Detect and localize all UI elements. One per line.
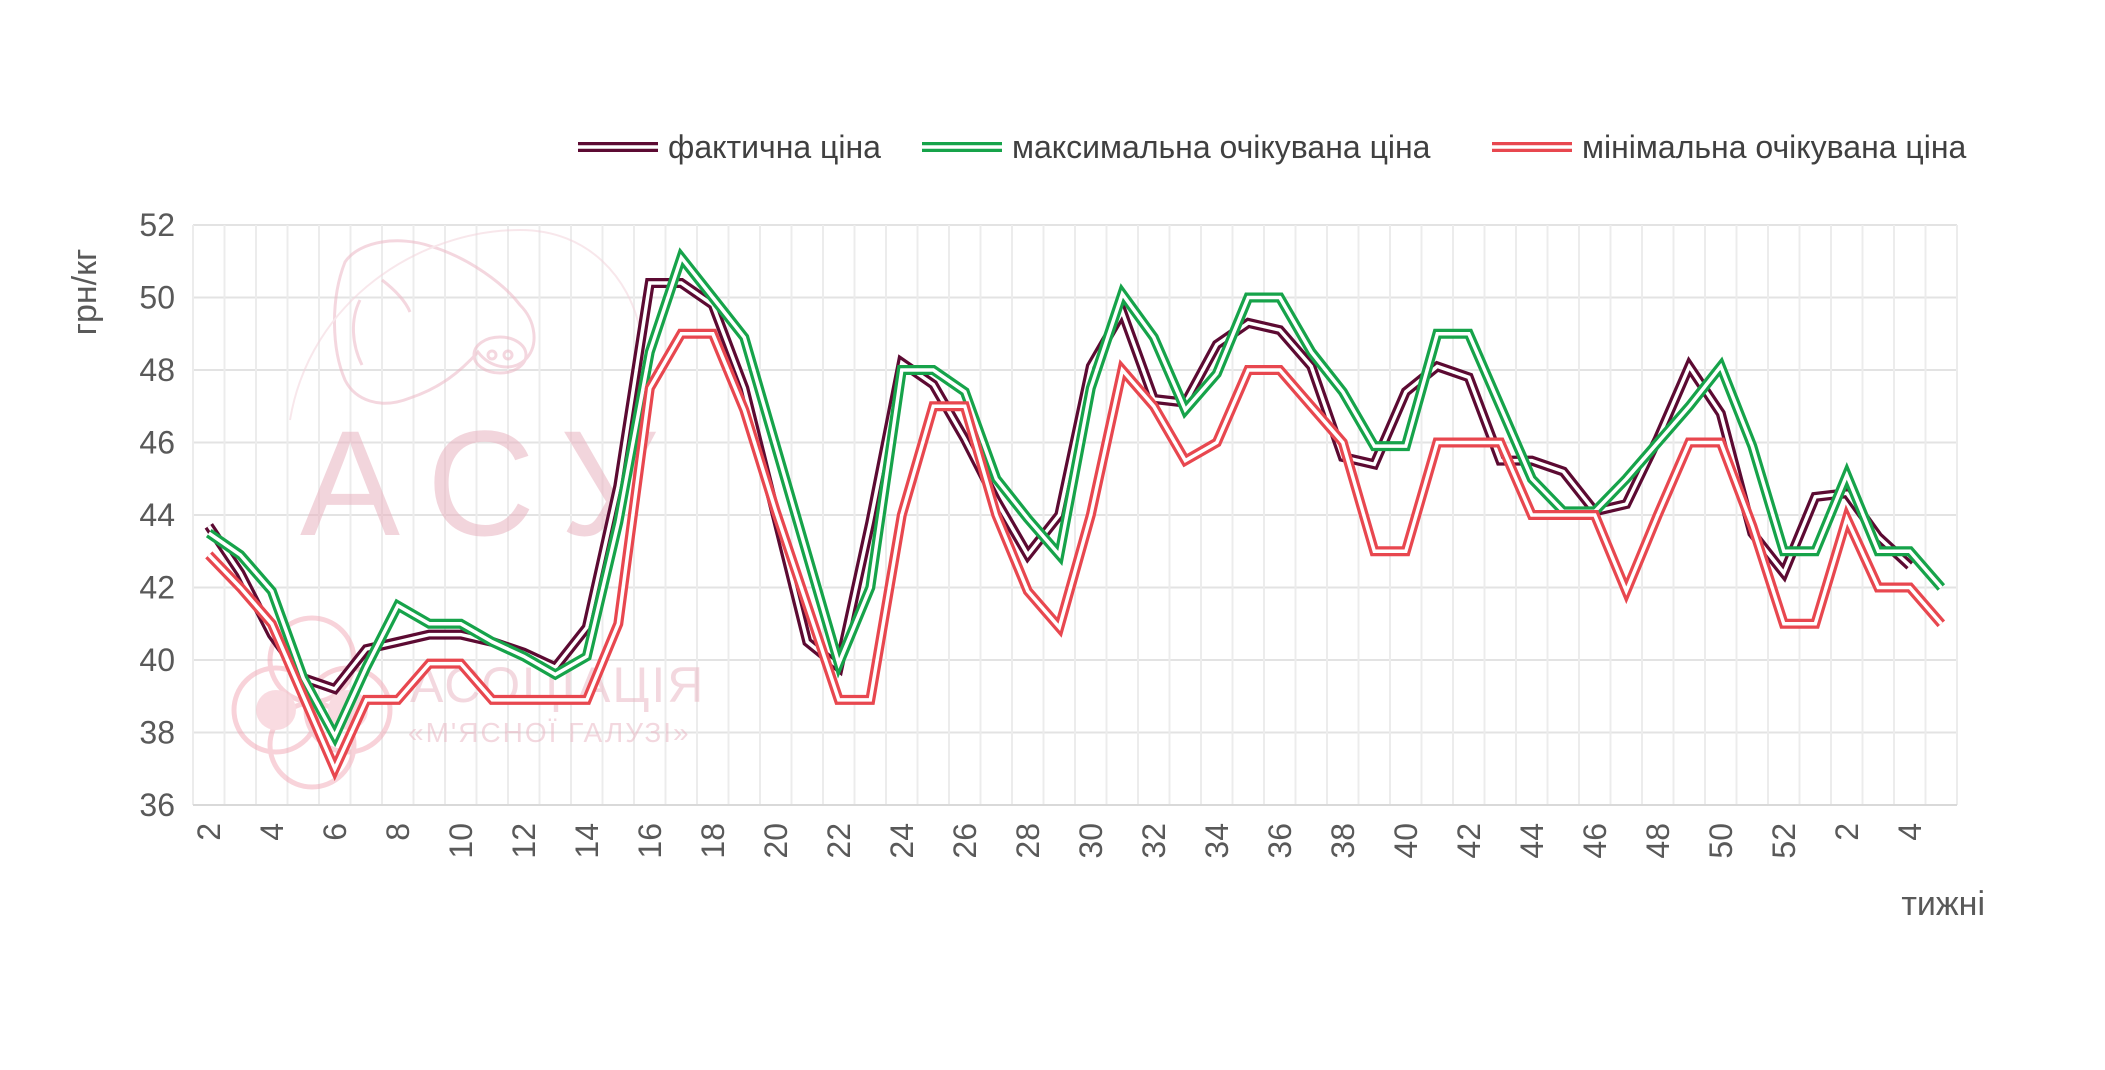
x-tick-label: 24 bbox=[884, 823, 920, 859]
y-axis-title: грн/кг bbox=[66, 249, 104, 336]
x-tick-label: 14 bbox=[569, 823, 605, 859]
y-tick-label: 46 bbox=[139, 425, 175, 461]
y-tick-label: 52 bbox=[139, 207, 175, 243]
x-tick-label: 42 bbox=[1451, 823, 1487, 859]
x-tick-label: 4 bbox=[1892, 823, 1928, 841]
x-tick-label: 52 bbox=[1766, 823, 1802, 859]
y-tick-labels: 36 38 40 42 44 46 48 50 52 bbox=[139, 207, 175, 823]
y-tick-label: 38 bbox=[139, 715, 175, 751]
series-3-line bbox=[205, 328, 1946, 782]
x-tick-label: 40 bbox=[1388, 823, 1424, 859]
x-tick-label: 10 bbox=[443, 823, 479, 859]
x-tick-label: 44 bbox=[1514, 823, 1550, 859]
x-tick-label: 20 bbox=[758, 823, 794, 859]
x-tick-label: 26 bbox=[947, 823, 983, 859]
series-layer bbox=[204, 247, 1946, 782]
legend: фактична ціна максимальна очікувана ціна м… bbox=[578, 129, 1967, 165]
x-tick-label: 36 bbox=[1262, 823, 1298, 859]
x-tick-label: 2 bbox=[1829, 823, 1865, 841]
x-tick-label: 22 bbox=[821, 823, 857, 859]
x-tick-label: 6 bbox=[317, 823, 353, 841]
legend-item-1: фактична ціна bbox=[578, 129, 881, 165]
series-line-inner bbox=[207, 253, 1943, 741]
x-tick-label: 30 bbox=[1073, 823, 1109, 859]
y-tick-label: 50 bbox=[139, 280, 175, 316]
legend-label: мінімальна очікувана ціна bbox=[1582, 129, 1967, 165]
x-tick-label: 28 bbox=[1010, 823, 1046, 859]
pig-head-icon bbox=[333, 239, 536, 405]
x-tick-label: 8 bbox=[380, 823, 416, 841]
x-tick-label: 34 bbox=[1199, 823, 1235, 859]
legend-item-3: мінімальна очікувана ціна bbox=[1492, 129, 1967, 165]
asu-watermark-logo: АСУ bbox=[289, 228, 685, 567]
asu-watermark-letters: АСУ bbox=[300, 399, 685, 567]
x-tick-labels: 2 4 6 8 10 12 14 16 18 20 22 24 26 28 30 32 34 36 38 40 42 44… bbox=[191, 823, 1928, 859]
series-line-inner bbox=[207, 332, 1943, 774]
legend-item-2: максимальна очікувана ціна bbox=[922, 129, 1431, 165]
x-tick-label: 2 bbox=[191, 823, 227, 841]
x-tick-label: 32 bbox=[1136, 823, 1172, 859]
x-axis-title: тижні bbox=[1901, 885, 1985, 923]
x-tick-label: 50 bbox=[1703, 823, 1739, 859]
legend-label: максимальна очікувана ціна bbox=[1012, 129, 1431, 165]
x-tick-label: 12 bbox=[506, 823, 542, 859]
x-tick-label: 46 bbox=[1577, 823, 1613, 859]
x-tick-label: 16 bbox=[632, 823, 668, 859]
y-tick-label: 40 bbox=[139, 642, 175, 678]
x-tick-label: 4 bbox=[254, 823, 290, 841]
y-tick-label: 48 bbox=[139, 352, 175, 388]
series-2-line bbox=[205, 247, 1946, 748]
x-tick-label: 18 bbox=[695, 823, 731, 859]
legend-label: фактична ціна bbox=[668, 129, 881, 165]
y-tick-label: 36 bbox=[139, 787, 175, 823]
x-tick-label: 48 bbox=[1640, 823, 1676, 859]
y-tick-label: 44 bbox=[139, 497, 175, 533]
y-tick-label: 42 bbox=[139, 570, 175, 606]
x-tick-label: 38 bbox=[1325, 823, 1361, 859]
svg-text:«М'ЯСНОЇ ГАЛУЗІ»: «М'ЯСНОЇ ГАЛУЗІ» bbox=[408, 717, 691, 748]
